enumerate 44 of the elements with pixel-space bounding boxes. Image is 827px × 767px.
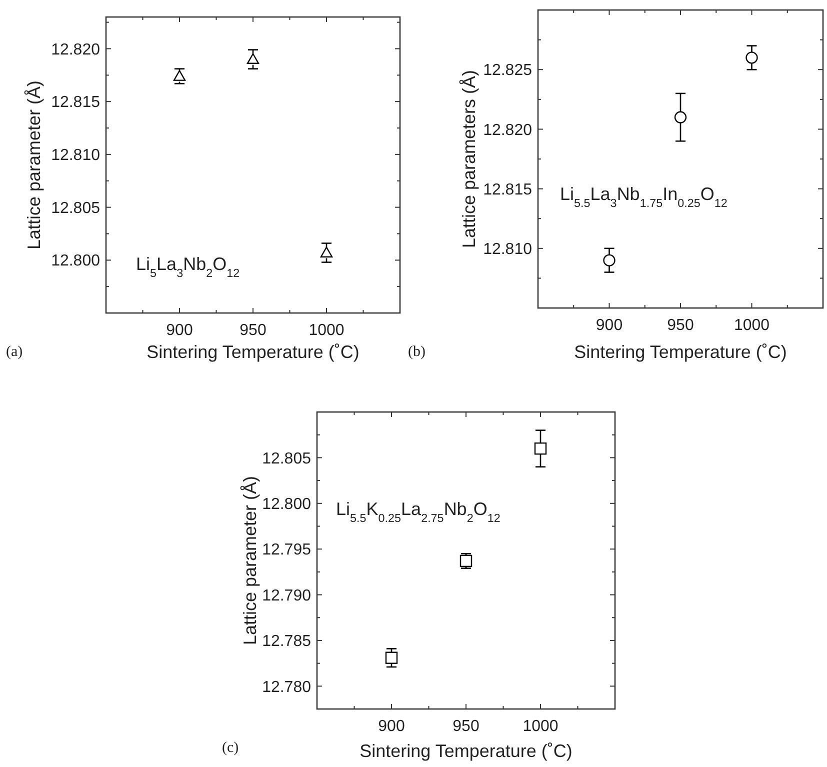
y-tick-label: 12.810 bbox=[51, 147, 100, 164]
x-tick-label: 900 bbox=[166, 322, 193, 339]
text: Li$_{5.5}$K$_{0.25}$La$_{2.75}$Nb$_{2}$O$_{12}$ bbox=[336, 499, 500, 524]
point bbox=[534, 442, 547, 455]
text: (a) bbox=[6, 344, 23, 360]
text: (b) bbox=[408, 344, 426, 360]
x-tick-label: 900 bbox=[596, 317, 623, 334]
y-tick-label: 12.800 bbox=[51, 252, 100, 270]
y-tick-label: 12.780 bbox=[262, 678, 312, 696]
x-tick-label: 1000 bbox=[734, 317, 770, 334]
x-axis-title: Sintering Temperature (˚C) bbox=[574, 342, 787, 362]
text: Li$_{5.5}$La$_{3}$Nb$_{1.75}$In$_{0.25}$O$_{12}$ bbox=[560, 184, 728, 210]
y-axis-title: Lattice parameters (Å) bbox=[459, 70, 479, 248]
y-tick-label: 12.805 bbox=[51, 200, 100, 217]
text: (c) bbox=[222, 740, 239, 756]
y-tick-label: 12.815 bbox=[51, 94, 100, 112]
y-tick-label: 12.790 bbox=[262, 587, 312, 604]
y-tick-label: 12.820 bbox=[483, 122, 532, 139]
point bbox=[674, 111, 687, 124]
point bbox=[603, 254, 616, 266]
x-axis-title: Sintering Temperature (˚C) bbox=[360, 741, 572, 761]
y-tick-label: 12.795 bbox=[262, 542, 312, 559]
y-tick-label: 12.785 bbox=[262, 633, 312, 650]
point bbox=[320, 246, 333, 258]
x-tick-label: 1000 bbox=[522, 718, 558, 735]
annotation: Li$_{5}$La$_{3}$Nb$_{2}$O$_{12}$ bbox=[136, 254, 240, 280]
y-tick-label: 12.810 bbox=[483, 241, 532, 258]
point bbox=[746, 52, 758, 64]
x-tick-label: 950 bbox=[240, 322, 266, 339]
x-tick-label: 900 bbox=[378, 718, 405, 735]
y-tick-label: 12.805 bbox=[262, 450, 312, 468]
y-tick-label: 12.815 bbox=[483, 181, 532, 198]
y-axis-title: Lattice parameter (Å) bbox=[24, 80, 44, 250]
y-tick-label: 12.825 bbox=[483, 62, 532, 80]
x-tick-label: 950 bbox=[452, 718, 480, 735]
point bbox=[385, 652, 398, 664]
x-axis-title: Sintering Temperature (˚C) bbox=[146, 342, 360, 362]
y-tick-label: 12.820 bbox=[51, 41, 100, 58]
y-axis-title: Lattice parameter (Å) bbox=[240, 476, 260, 646]
point bbox=[173, 70, 186, 81]
y-tick-label: 12.800 bbox=[262, 496, 312, 513]
x-tick-label: 950 bbox=[667, 317, 694, 334]
x-tick-label: 1000 bbox=[308, 322, 344, 339]
point bbox=[246, 53, 260, 64]
